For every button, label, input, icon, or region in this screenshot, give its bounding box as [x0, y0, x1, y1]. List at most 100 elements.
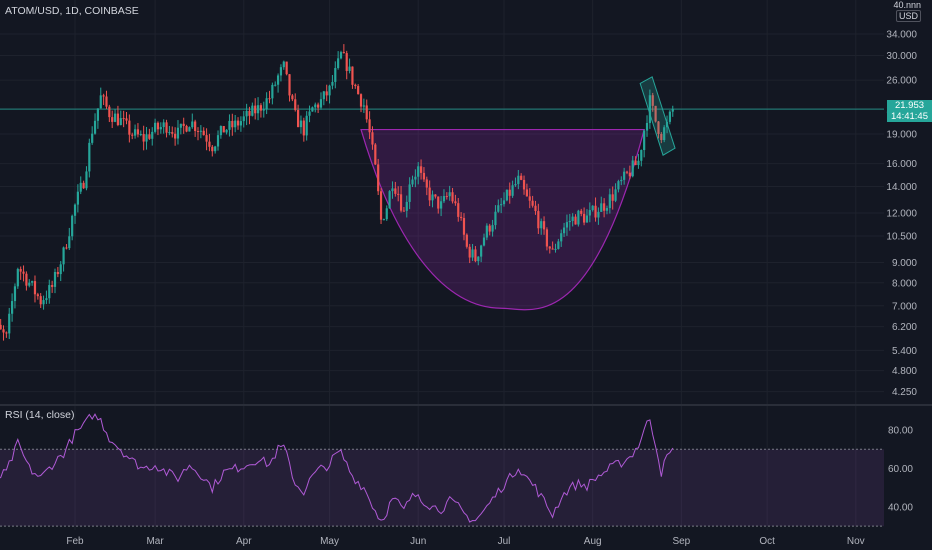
candle-body — [663, 127, 666, 141]
candle-body — [382, 219, 385, 221]
price-axis[interactable]: 34.00030.00026.00022.00019.00016.00014.0… — [886, 29, 917, 398]
candle-body — [82, 182, 85, 189]
candle-body — [234, 120, 237, 128]
rsi-tick-label: 60.00 — [888, 464, 913, 475]
price-tick-label: 8.000 — [892, 278, 917, 289]
rsi-axis[interactable]: 80.00 60.00 40.00 — [888, 426, 913, 514]
candle-body — [517, 175, 520, 185]
flag-pattern-box — [639, 76, 676, 156]
candle-body — [339, 52, 343, 59]
candle-body — [162, 122, 165, 128]
candle-body — [231, 120, 234, 128]
bar-countdown: 14:41:45 — [891, 110, 928, 122]
candle-body — [242, 116, 245, 122]
candle-body — [36, 294, 39, 297]
candle-body — [71, 215, 74, 237]
time-tick-label: Feb — [66, 536, 84, 547]
candle-body — [288, 74, 291, 96]
candle-body — [457, 203, 460, 217]
candle-body — [139, 134, 142, 136]
currency-unit: USD — [895, 10, 921, 22]
candle-body — [294, 99, 297, 111]
candle-body — [357, 86, 360, 95]
candle-body — [328, 85, 331, 96]
time-tick-label: May — [320, 536, 339, 547]
candle-body — [259, 105, 263, 111]
candle-body — [362, 105, 365, 107]
candle-body — [191, 121, 194, 128]
time-tick-label: Sep — [672, 536, 690, 547]
candle-body — [205, 135, 208, 142]
candle-body — [402, 210, 406, 212]
candle-body — [73, 204, 77, 216]
candle-body — [551, 248, 554, 250]
candle-body — [254, 105, 257, 114]
candle-body — [222, 126, 225, 133]
scale-top-label: 40.nnn — [893, 0, 921, 10]
candle-body — [474, 249, 477, 262]
currency-label[interactable]: 40.nnn USD — [893, 0, 921, 22]
candle-body — [211, 146, 214, 152]
candle-body — [583, 213, 586, 223]
candle-body — [542, 221, 546, 230]
candle-body — [448, 192, 451, 197]
candle-body — [185, 125, 188, 132]
candle-body — [28, 282, 31, 286]
candle-body — [159, 127, 162, 130]
candle-body — [265, 98, 268, 110]
candle-body — [85, 171, 88, 189]
candle-body — [654, 105, 657, 122]
candle-body — [597, 211, 600, 218]
candle-body — [488, 225, 491, 232]
candle-body — [113, 113, 117, 122]
time-tick-label: Jul — [498, 536, 511, 547]
candle-body — [422, 172, 426, 180]
candle-body — [668, 111, 671, 122]
candle-body — [494, 211, 497, 226]
candle-body — [345, 53, 348, 71]
rsi-band-fill — [0, 449, 884, 527]
price-tick-label: 5.400 — [892, 346, 917, 357]
candle-body — [45, 298, 48, 301]
candle-body — [419, 166, 423, 173]
candle-body — [471, 249, 474, 258]
price-tick-label: 6.200 — [892, 322, 917, 333]
candle-body — [145, 134, 148, 142]
candle-body — [465, 234, 468, 247]
candle-body — [531, 200, 534, 206]
candle-body — [305, 115, 308, 136]
candle-body — [65, 247, 68, 249]
candle-body — [216, 135, 220, 147]
candle-body — [148, 134, 151, 139]
candle-body — [591, 205, 594, 211]
candle-body — [262, 109, 265, 111]
candle-body — [557, 241, 560, 249]
candlestick-series[interactable] — [0, 44, 674, 341]
candle-body — [548, 246, 551, 249]
candle-body — [322, 91, 325, 100]
time-axis[interactable]: Feb Mar Apr May Jun Jul Aug Sep Oct Nov — [66, 536, 864, 547]
candle-body — [308, 111, 311, 116]
price-tick-label: 14.000 — [886, 182, 917, 193]
candle-body — [451, 192, 454, 202]
price-tick-label: 16.000 — [886, 159, 917, 170]
time-tick-label: Aug — [584, 536, 602, 547]
candle-body — [188, 127, 191, 132]
candle-body — [497, 205, 500, 212]
candle-body — [168, 132, 171, 134]
candle-body — [628, 172, 631, 177]
candle-body — [379, 191, 383, 220]
candle-body — [640, 150, 643, 161]
candle-body — [171, 132, 174, 134]
candle-body — [648, 95, 651, 123]
candle-body — [440, 201, 443, 209]
candle-body — [51, 285, 54, 287]
candle-body — [511, 185, 514, 196]
candle-body — [119, 118, 122, 126]
candle-body — [93, 120, 97, 134]
candle-body — [331, 81, 334, 86]
price-tick-label: 12.000 — [886, 209, 917, 220]
candle-body — [151, 131, 154, 139]
rsi-indicator-label[interactable]: RSI (14, close) — [5, 409, 75, 421]
